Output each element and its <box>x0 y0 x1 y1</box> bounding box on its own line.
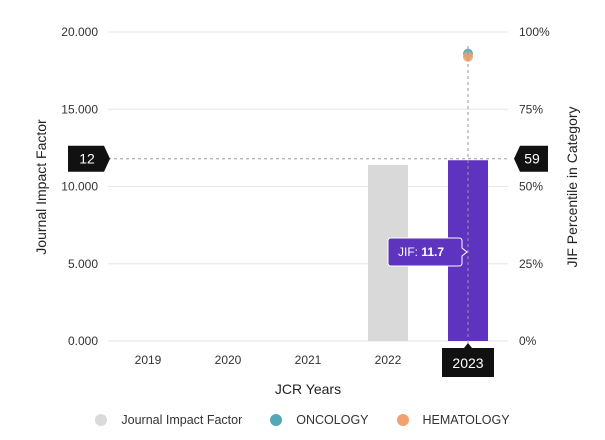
left-value-badge <box>68 145 110 172</box>
tooltip-text: JIF: 11.7 <box>398 245 444 259</box>
tooltip-label: JIF: <box>398 245 421 259</box>
legend-jif-label: Journal Impact Factor <box>121 413 243 427</box>
jif-chart: 0.000 5.000 10.000 15.000 20.000 0% 25% 50% 75% 1… <box>33 25 580 397</box>
legend-item-hematology[interactable]: HEMATOLOGY <box>396 413 510 427</box>
y-tick-label-left: 20.000 <box>61 25 98 39</box>
x-tick-label: 2019 <box>135 353 162 367</box>
hematology-point-2023 <box>463 51 473 62</box>
right-value-badge <box>514 145 548 172</box>
y-tick-label-left: 5.000 <box>68 257 98 271</box>
axis-ticks: 0.000 5.000 10.000 15.000 20.000 0% 25% 50% 75% 1… <box>61 25 550 367</box>
left-value-badge-text: 12 <box>79 151 95 167</box>
y-tick-label-right: 50% <box>519 180 543 194</box>
y-tick-label-left: 10.000 <box>61 180 98 194</box>
y-tick-label-right: 25% <box>519 257 543 271</box>
x-tick-label: 2020 <box>215 353 242 367</box>
crosshair-badges: 12 59 2023 <box>68 145 548 377</box>
x-tick-label: 2022 <box>375 353 402 367</box>
selected-year-badge <box>442 343 494 377</box>
y-tick-label-right: 100% <box>519 25 550 39</box>
x-axis-title: JCR Years <box>275 381 341 397</box>
legend: Journal Impact Factor ONCOLOGY HEMATOLOG… <box>0 410 605 430</box>
y-axis-title-right: JIF Percentile in Category <box>564 106 580 267</box>
legend-jif-marker <box>95 414 108 426</box>
tooltip-box <box>387 237 468 267</box>
tooltip-value: 11.7 <box>421 245 444 259</box>
jif-tooltip: JIF: 11.7 <box>387 237 468 267</box>
legend-oncology-marker <box>270 414 283 426</box>
legend-hematology-label: HEMATOLOGY <box>422 413 510 427</box>
y-tick-label-left: 15.000 <box>61 102 98 116</box>
right-value-badge-text: 59 <box>524 151 540 167</box>
legend-item-oncology[interactable]: ONCOLOGY <box>270 413 369 427</box>
y-tick-label-right: 0% <box>519 334 537 348</box>
y-tick-label-right: 75% <box>519 102 543 116</box>
legend-oncology-label: ONCOLOGY <box>296 413 369 427</box>
legend-hematology-marker <box>396 414 409 426</box>
crosshair <box>108 46 508 347</box>
y-axis-title-left: Journal Impact Factor <box>33 119 49 255</box>
y-tick-label-left: 0.000 <box>68 334 98 348</box>
selected-year-badge-text: 2023 <box>452 355 483 371</box>
legend-item-jif[interactable]: Journal Impact Factor <box>95 413 242 427</box>
x-tick-label: 2021 <box>295 353 322 367</box>
